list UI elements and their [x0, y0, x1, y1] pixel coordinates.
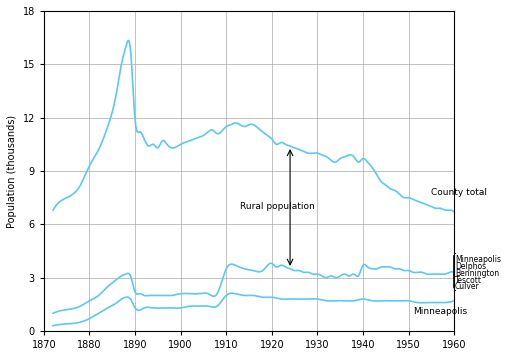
- Text: Minneapolis: Minneapolis: [455, 255, 501, 265]
- Text: Delphos: Delphos: [455, 262, 486, 271]
- Text: Minneapolis: Minneapolis: [413, 307, 467, 316]
- Text: Tescott: Tescott: [455, 276, 482, 285]
- Text: Rural population: Rural population: [240, 202, 314, 211]
- Y-axis label: Population (thousands): Population (thousands): [7, 115, 17, 227]
- Text: Bennington: Bennington: [455, 269, 499, 278]
- Text: Culver: Culver: [455, 282, 480, 291]
- Text: County total: County total: [431, 188, 487, 197]
